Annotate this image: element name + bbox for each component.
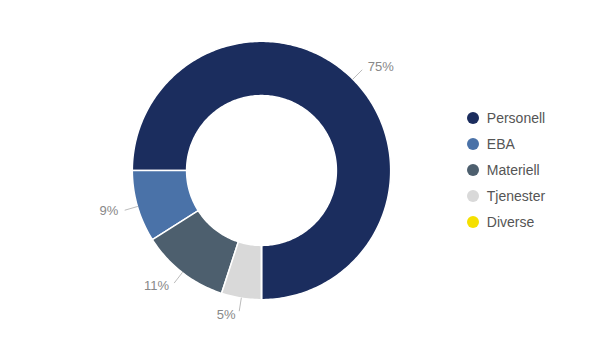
html-text:Personell: Personell	[486, 109, 546, 126]
html-text:EBA: EBA	[486, 135, 515, 152]
svg-text:75%: 75%	[368, 59, 394, 74]
svg-text:9%: 9%	[99, 203, 118, 218]
html-text:Materiell: Materiell	[486, 161, 540, 178]
html-text:Tjenester: Tjenester	[486, 187, 546, 204]
html-text:Diverse: Diverse	[486, 213, 535, 230]
svg-text:11%: 11%	[144, 277, 169, 292]
svg-text:5%: 5%	[217, 306, 236, 321]
